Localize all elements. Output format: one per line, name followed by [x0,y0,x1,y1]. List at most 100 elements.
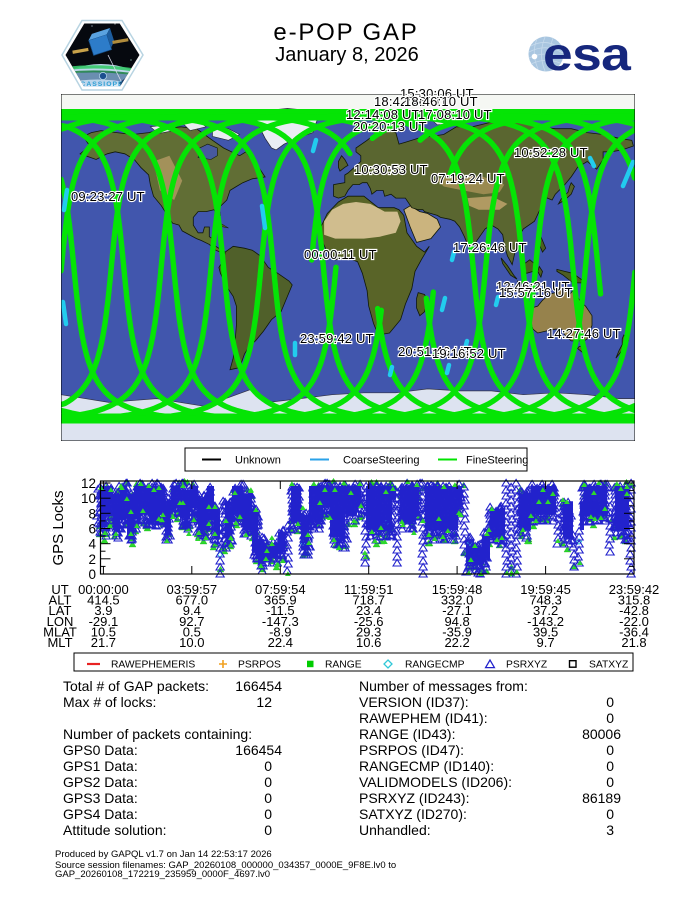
svg-text:4: 4 [88,537,96,552]
svg-text:10:30:53 UT: 10:30:53 UT [354,162,428,177]
svg-text:-11.5: -11.5 [266,603,295,618]
svg-text:-143.2: -143.2 [527,614,564,629]
svg-text:GPS4 Data:: GPS4 Data: [63,806,138,822]
svg-text:18:46:10 UT: 18:46:10 UT [404,94,478,109]
svg-text:RAWEPHEMERIS: RAWEPHEMERIS [111,660,195,671]
svg-text:21.7: 21.7 [91,635,116,650]
svg-text:23.4: 23.4 [356,603,381,618]
svg-text:LAT: LAT [49,603,72,618]
svg-text:ALT: ALT [49,593,72,608]
svg-text:0: 0 [606,758,614,774]
svg-text:00:00:00: 00:00:00 [78,582,129,597]
svg-text:-29.1: -29.1 [89,614,119,629]
svg-text:0: 0 [264,790,272,806]
svg-text:Unknown: Unknown [235,455,281,467]
svg-text:SATXYZ: SATXYZ [589,660,628,671]
svg-text:414.5: 414.5 [87,593,120,608]
svg-text:0: 0 [264,774,272,790]
svg-text:19:59:45: 19:59:45 [520,582,571,597]
svg-text:365.9: 365.9 [264,593,297,608]
svg-text:15:30:06 UT: 15:30:06 UT [400,86,474,101]
svg-text:VERSION (ID37):: VERSION (ID37): [359,694,469,710]
svg-text:MLT: MLT [47,635,72,650]
svg-text:0: 0 [606,774,614,790]
svg-text:677.0: 677.0 [176,593,209,608]
svg-text:19:16:52 UT: 19:16:52 UT [432,346,506,361]
svg-text:MLAT: MLAT [43,624,77,639]
svg-text:10: 10 [81,491,96,506]
svg-text:-35.9: -35.9 [442,624,472,639]
svg-text:FineSteering: FineSteering [466,455,528,467]
svg-text:80006: 80006 [582,726,621,742]
svg-text:07:59:54: 07:59:54 [255,582,306,597]
svg-text:-27.1: -27.1 [442,603,472,618]
svg-text:esa: esa [543,28,632,80]
svg-text:Unhandled:: Unhandled: [359,822,431,838]
svg-text:07:19:24 UT: 07:19:24 UT [431,171,505,186]
svg-text:748.3: 748.3 [529,593,562,608]
svg-text:Total # of GAP packets:: Total # of GAP packets: [63,678,209,694]
svg-text:39.5: 39.5 [533,624,558,639]
svg-text:17:26:46 UT: 17:26:46 UT [453,240,527,255]
svg-text:0.5: 0.5 [183,624,201,639]
svg-text:29.3: 29.3 [356,624,381,639]
svg-text:3.9: 3.9 [94,603,112,618]
svg-text:GAP_20260108_172219_235959_000: GAP_20260108_172219_235959_0000F_4697.lv… [55,869,270,880]
svg-text:Number of packets containing:: Number of packets containing: [63,726,252,742]
svg-text:RANGECMP: RANGECMP [405,660,465,671]
svg-text:0: 0 [264,822,272,838]
svg-text:14:27:46 UT: 14:27:46 UT [547,326,621,341]
svg-text:PSRXYZ: PSRXYZ [506,660,547,671]
svg-text:9.7: 9.7 [537,635,555,650]
svg-text:94.8: 94.8 [444,614,469,629]
svg-text:Source session filenames: GAP_: Source session filenames: GAP_20260108_0… [55,860,396,871]
svg-text:15:59:48: 15:59:48 [432,582,483,597]
svg-text:37.2: 37.2 [533,603,558,618]
svg-text:RAWEPHEM (ID41):: RAWEPHEM (ID41): [359,710,488,726]
svg-text:0: 0 [606,806,614,822]
svg-text:0: 0 [88,567,96,582]
svg-text:23:59:42: 23:59:42 [609,582,660,597]
svg-text:3: 3 [606,822,614,838]
svg-text:GPS0 Data:: GPS0 Data: [63,742,138,758]
svg-text:-36.4: -36.4 [619,624,649,639]
svg-text:CASSIOPE: CASSIOPE [80,81,123,88]
svg-text:23:59:42 UT: 23:59:42 UT [300,331,374,346]
svg-text:00:00:11 UT: 00:00:11 UT [304,247,377,262]
svg-text:GPS1 Data:: GPS1 Data: [63,758,138,774]
svg-text:PSRXYZ (ID243):: PSRXYZ (ID243): [359,790,469,806]
svg-text:RANGECMP (ID140):: RANGECMP (ID140): [359,758,494,774]
svg-text:10.5: 10.5 [91,624,116,639]
svg-text:8: 8 [88,506,96,521]
svg-text:-25.6: -25.6 [354,614,384,629]
svg-text:6: 6 [88,522,96,537]
svg-text:0: 0 [606,710,614,726]
svg-text:15:57:16 UT: 15:57:16 UT [499,285,573,300]
svg-text:CoarseSteering: CoarseSteering [343,455,419,467]
svg-text:718.7: 718.7 [352,593,385,608]
svg-text:PSRPOS (ID47):: PSRPOS (ID47): [359,742,464,758]
svg-text:12: 12 [256,694,272,710]
svg-text:11:59:51: 11:59:51 [344,582,394,597]
svg-text:-22.0: -22.0 [619,614,649,629]
svg-text:Produced by GAPQL v1.7 on Jan: Produced by GAPQL v1.7 on Jan 14 22:53:1… [55,849,272,860]
svg-text:RANGE: RANGE [325,660,362,671]
svg-text:12: 12 [81,476,96,491]
svg-text:-42.8: -42.8 [619,603,649,618]
svg-text:VALIDMODELS (ID206):: VALIDMODELS (ID206): [359,774,512,790]
svg-text:GPS3 Data:: GPS3 Data: [63,790,138,806]
svg-text:17:08:10 UT: 17:08:10 UT [418,107,492,122]
svg-text:Number of messages from:: Number of messages from: [359,678,528,694]
svg-text:0: 0 [264,758,272,774]
svg-text:-147.3: -147.3 [262,614,299,629]
svg-text:18:42:46 UT: 18:42:46 UT [374,94,448,109]
svg-text:86189: 86189 [582,790,621,806]
svg-text:09:23:27 UT: 09:23:27 UT [71,189,145,204]
svg-text:0: 0 [606,694,614,710]
svg-text:10.6: 10.6 [356,635,381,650]
svg-text:03:59:57: 03:59:57 [166,582,217,597]
svg-text:9.4: 9.4 [183,603,201,618]
svg-text:332.0: 332.0 [441,593,474,608]
svg-text:-8.9: -8.9 [269,624,291,639]
svg-text:GPS2 Data:: GPS2 Data: [63,774,138,790]
